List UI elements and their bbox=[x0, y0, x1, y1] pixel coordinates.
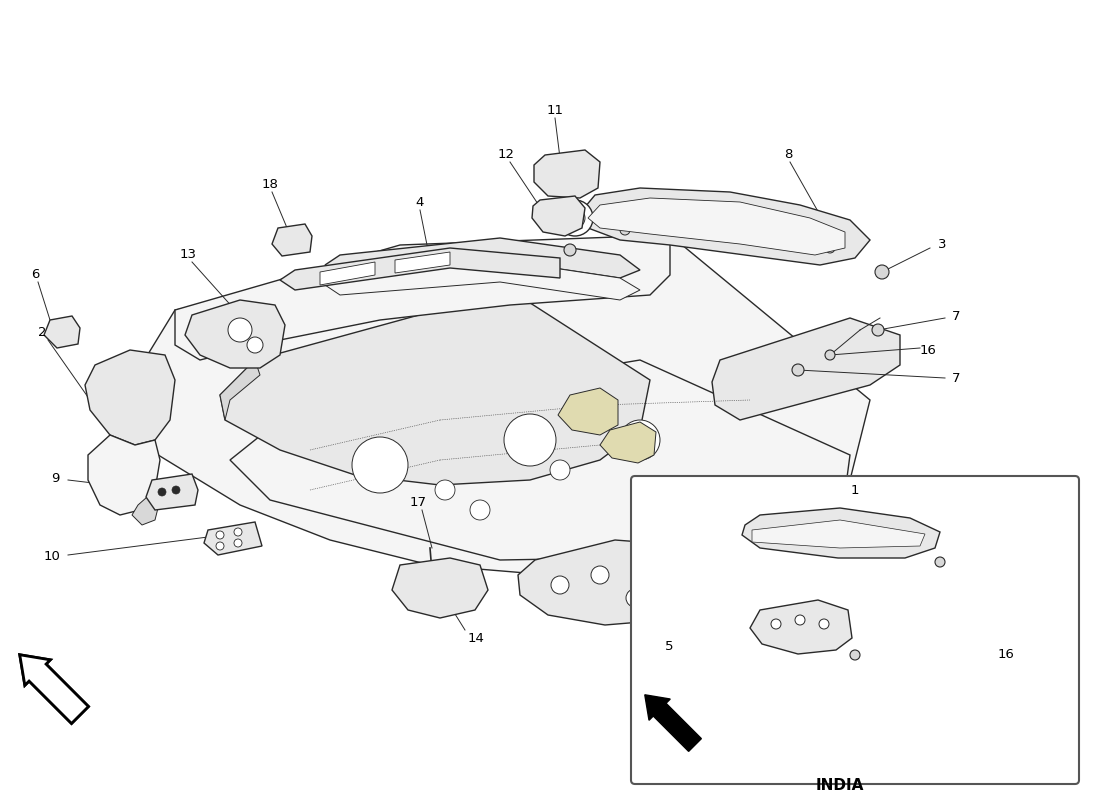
Polygon shape bbox=[600, 422, 656, 463]
Circle shape bbox=[825, 243, 835, 253]
Circle shape bbox=[554, 210, 566, 222]
Text: 7: 7 bbox=[952, 310, 960, 322]
Polygon shape bbox=[220, 360, 260, 420]
Circle shape bbox=[158, 488, 166, 496]
Circle shape bbox=[172, 486, 180, 494]
Text: 13: 13 bbox=[179, 247, 197, 261]
Circle shape bbox=[771, 619, 781, 629]
Polygon shape bbox=[20, 654, 88, 723]
Circle shape bbox=[216, 531, 224, 539]
Circle shape bbox=[504, 414, 556, 466]
Text: 16: 16 bbox=[920, 343, 937, 357]
Circle shape bbox=[434, 480, 455, 500]
Circle shape bbox=[113, 360, 123, 370]
Circle shape bbox=[551, 576, 569, 594]
Text: 2: 2 bbox=[37, 326, 46, 339]
Circle shape bbox=[820, 619, 829, 629]
Polygon shape bbox=[518, 540, 700, 625]
Text: 1: 1 bbox=[851, 483, 859, 497]
Polygon shape bbox=[20, 654, 88, 723]
Text: 4: 4 bbox=[416, 195, 425, 209]
Polygon shape bbox=[324, 260, 640, 300]
Circle shape bbox=[792, 364, 804, 376]
Text: 17: 17 bbox=[409, 495, 427, 509]
Text: INDIA: INDIA bbox=[816, 778, 865, 793]
Circle shape bbox=[228, 318, 252, 342]
Polygon shape bbox=[120, 235, 870, 575]
Polygon shape bbox=[220, 290, 650, 485]
Text: 14: 14 bbox=[468, 631, 485, 645]
Circle shape bbox=[470, 500, 490, 520]
Circle shape bbox=[620, 420, 660, 460]
Circle shape bbox=[564, 167, 580, 183]
Polygon shape bbox=[532, 196, 585, 236]
Circle shape bbox=[636, 561, 654, 579]
Circle shape bbox=[143, 365, 153, 375]
FancyBboxPatch shape bbox=[631, 476, 1079, 784]
Polygon shape bbox=[88, 435, 160, 515]
Polygon shape bbox=[280, 248, 560, 290]
Circle shape bbox=[591, 566, 609, 584]
Text: 10: 10 bbox=[43, 550, 60, 563]
Circle shape bbox=[557, 200, 593, 236]
Text: 5: 5 bbox=[666, 641, 673, 654]
Polygon shape bbox=[175, 235, 670, 360]
Text: 18: 18 bbox=[262, 178, 278, 190]
Polygon shape bbox=[185, 300, 285, 368]
Text: 7: 7 bbox=[952, 371, 960, 385]
Polygon shape bbox=[44, 316, 80, 348]
Text: 9: 9 bbox=[52, 471, 60, 485]
Polygon shape bbox=[558, 388, 618, 435]
Circle shape bbox=[872, 324, 884, 336]
Circle shape bbox=[620, 225, 630, 235]
Text: 12: 12 bbox=[497, 147, 515, 161]
Circle shape bbox=[715, 213, 725, 223]
Polygon shape bbox=[272, 224, 312, 256]
Circle shape bbox=[935, 557, 945, 567]
Circle shape bbox=[565, 208, 585, 228]
Circle shape bbox=[428, 568, 436, 576]
Text: 16: 16 bbox=[998, 649, 1015, 662]
Circle shape bbox=[825, 350, 835, 360]
Polygon shape bbox=[742, 508, 940, 558]
Text: a passion for parts since 1985: a passion for parts since 1985 bbox=[331, 466, 689, 490]
Circle shape bbox=[564, 244, 576, 256]
Text: 6: 6 bbox=[31, 267, 40, 281]
Polygon shape bbox=[204, 522, 262, 555]
Circle shape bbox=[444, 572, 456, 584]
Circle shape bbox=[414, 576, 426, 588]
Circle shape bbox=[626, 589, 644, 607]
Polygon shape bbox=[395, 252, 450, 273]
Circle shape bbox=[248, 337, 263, 353]
Polygon shape bbox=[534, 150, 600, 198]
Polygon shape bbox=[750, 600, 852, 654]
Polygon shape bbox=[132, 490, 160, 525]
Text: euroParts: euroParts bbox=[270, 383, 691, 457]
Circle shape bbox=[850, 650, 860, 660]
Circle shape bbox=[234, 539, 242, 547]
Circle shape bbox=[795, 615, 805, 625]
Circle shape bbox=[424, 594, 436, 606]
Polygon shape bbox=[645, 694, 702, 751]
Circle shape bbox=[550, 460, 570, 480]
Circle shape bbox=[454, 592, 466, 604]
Polygon shape bbox=[320, 262, 375, 285]
Polygon shape bbox=[588, 198, 845, 255]
Circle shape bbox=[234, 528, 242, 536]
Polygon shape bbox=[230, 360, 850, 560]
Polygon shape bbox=[85, 350, 175, 445]
Circle shape bbox=[874, 265, 889, 279]
Polygon shape bbox=[20, 654, 88, 723]
Text: 11: 11 bbox=[547, 103, 563, 117]
Circle shape bbox=[216, 542, 224, 550]
Polygon shape bbox=[712, 318, 900, 420]
Circle shape bbox=[352, 437, 408, 493]
Polygon shape bbox=[580, 188, 870, 265]
Polygon shape bbox=[324, 238, 640, 278]
Polygon shape bbox=[146, 474, 198, 510]
Text: 3: 3 bbox=[938, 238, 946, 251]
Polygon shape bbox=[392, 558, 488, 618]
Polygon shape bbox=[752, 520, 925, 548]
Text: 8: 8 bbox=[784, 147, 792, 161]
